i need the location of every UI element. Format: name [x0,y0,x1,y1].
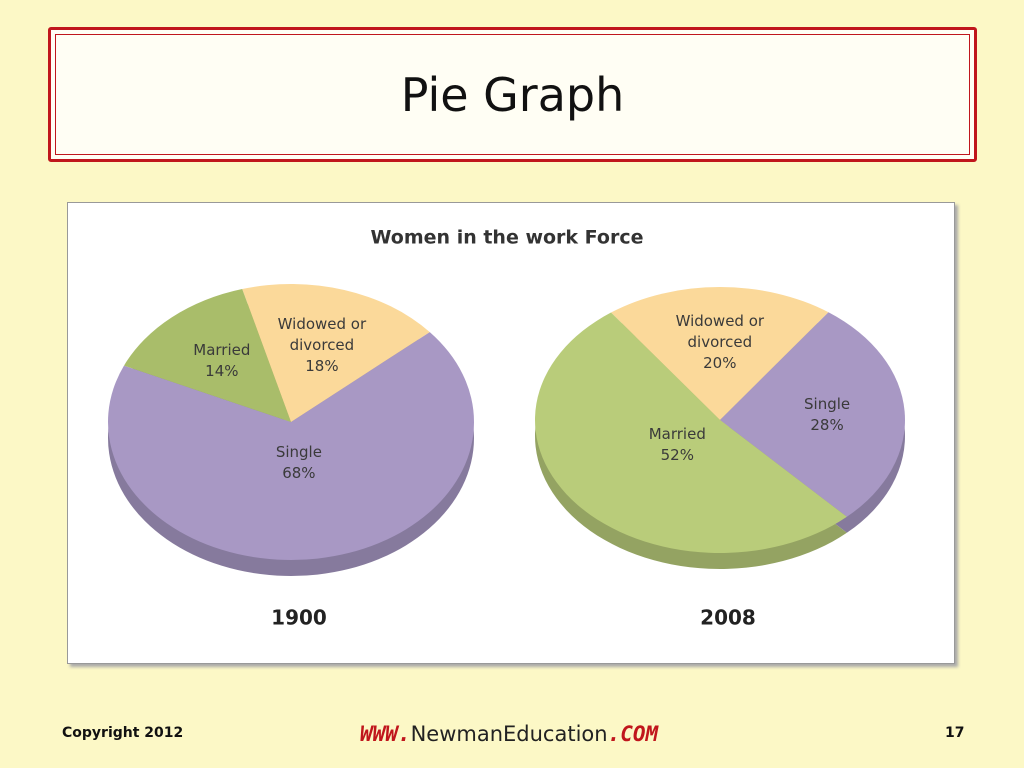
slice-label: Widowed or divorced [277,314,367,354]
slice-value: 14% [205,362,239,381]
page-number: 17 [945,725,965,741]
url-suffix: .COM [607,722,659,746]
slice-label: Married [648,425,706,444]
slice [107,332,474,560]
copyright: Copyright 2012 [62,725,184,741]
chart-title: 2008 [700,606,756,630]
slice-value: 52% [660,446,694,465]
figure-title: Women in the work Force [371,227,644,249]
title-box: Pie Graph [48,27,977,162]
slice [242,284,430,422]
slice [611,286,829,420]
url: WWW.NewmanEducation.COM [360,722,658,746]
chart-title: 1900 [271,606,327,630]
slice-value: 68% [282,463,316,482]
slice [535,312,847,553]
slice [123,288,291,422]
slice-value: 28% [810,416,844,435]
url-name: NewmanEducation [410,722,608,746]
slice-value: 20% [703,354,737,373]
slice-label: Single [275,442,322,461]
slice-label: Single [804,395,851,414]
slice-label: Widowed or divorced [675,312,765,352]
slice [720,312,906,517]
slice-value: 18% [305,356,339,375]
slice-label: Married [193,341,251,360]
url-prefix: WWW. [360,722,411,746]
